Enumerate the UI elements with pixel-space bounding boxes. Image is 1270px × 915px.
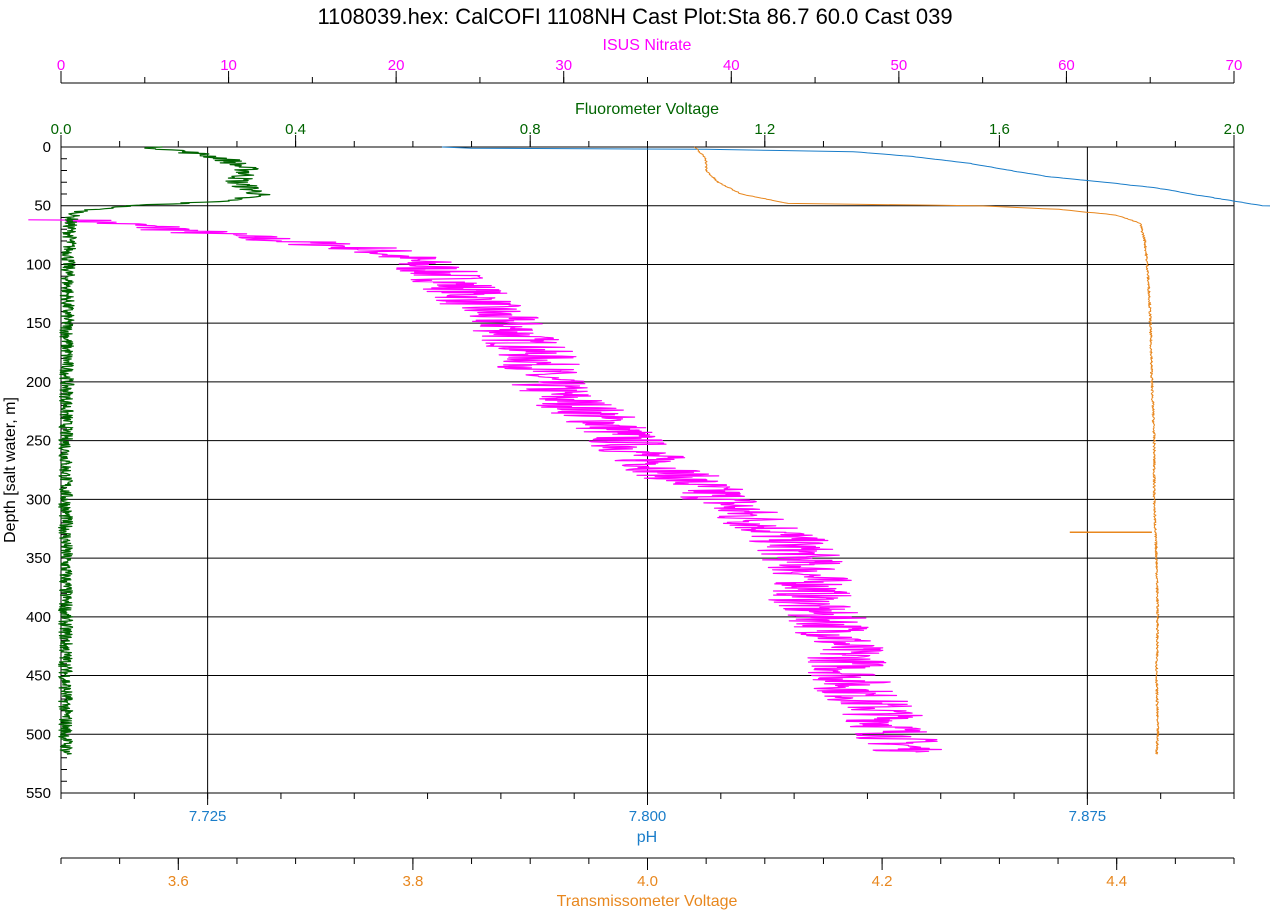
depth-tick-label: 150 (26, 315, 51, 332)
nitrate-tick-label: 30 (555, 57, 572, 74)
fluorometer-tick-label: 1.2 (754, 121, 775, 138)
transmissometer-tick-label: 4.2 (872, 873, 893, 890)
fluorometer-tick-label: 1.6 (989, 121, 1010, 138)
nitrate-axis-title: ISUS Nitrate (603, 37, 692, 54)
depth-tick-label: 100 (26, 256, 51, 273)
ph-tick-label: 7.875 (1069, 808, 1107, 825)
fluorometer-tick-label: 0.4 (285, 121, 306, 138)
ph-tick-label: 7.725 (189, 808, 227, 825)
nitrate-tick-label: 60 (1058, 57, 1075, 74)
nitrate-tick-label: 0 (57, 57, 65, 74)
transmissometer-axis-title: Transmissometer Voltage (557, 893, 738, 910)
series-layer (28, 146, 1270, 755)
depth-tick-label: 50 (34, 198, 51, 215)
fluorometer-axis-title: Fluorometer Voltage (575, 101, 719, 118)
transmissometer-tick-label: 3.6 (168, 873, 189, 890)
transmissometer-tick-label: 4.4 (1106, 873, 1127, 890)
depth-axis-title: Depth [salt water, m] (2, 397, 19, 543)
depth-tick-label: 500 (26, 726, 51, 743)
series-line-fluorometer (58, 146, 271, 755)
nitrate-tick-label: 40 (723, 57, 740, 74)
depth-tick-label: 300 (26, 491, 51, 508)
depth-tick-label: 350 (26, 550, 51, 567)
fluorometer-tick-label: 2.0 (1224, 121, 1245, 138)
fluorometer-tick-label: 0.0 (51, 121, 72, 138)
transmissometer-tick-label: 4.0 (637, 873, 658, 890)
depth-tick-label: 200 (26, 374, 51, 391)
nitrate-tick-label: 50 (891, 57, 908, 74)
series-line-nitrate (28, 219, 943, 753)
axes-layer: 0 50 100 150 200 250 300 350 400 450 500 550 0 10 20 30… (26, 57, 1245, 890)
depth-tick-label: 400 (26, 609, 51, 626)
ph-axis-title: pH (637, 829, 657, 846)
nitrate-tick-label: 10 (220, 57, 237, 74)
series-line-transmissometer (693, 146, 1160, 755)
depth-tick-label: 250 (26, 433, 51, 450)
nitrate-tick-label: 20 (388, 57, 405, 74)
nitrate-tick-label: 70 (1226, 57, 1243, 74)
depth-tick-label: 450 (26, 668, 51, 685)
ph-tick-label: 7.800 (629, 808, 667, 825)
fluorometer-tick-label: 0.8 (520, 121, 541, 138)
chart-title: 1108039.hex: CalCOFI 1108NH Cast Plot:St… (317, 4, 952, 29)
depth-tick-label: 550 (26, 785, 51, 802)
transmissometer-tick-label: 3.8 (402, 873, 423, 890)
depth-tick-label: 0 (43, 139, 51, 156)
